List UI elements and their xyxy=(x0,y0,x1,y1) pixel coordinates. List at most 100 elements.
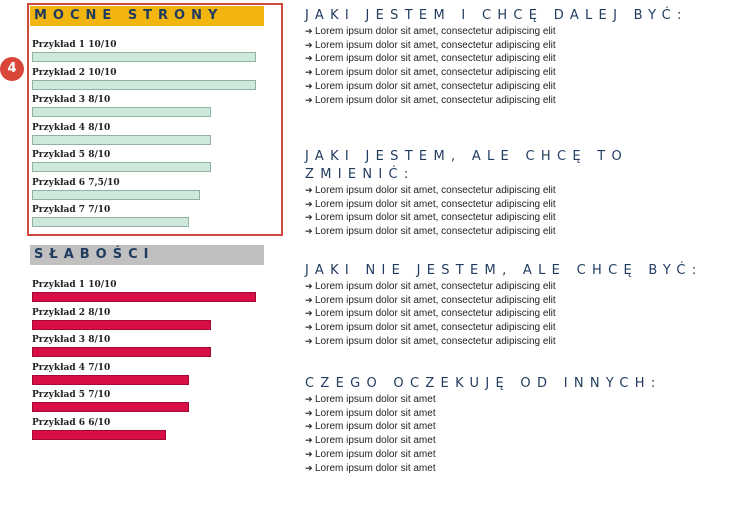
bullet-item: ➔ Lorem ipsum dolor sit amet, consectetur… xyxy=(305,294,735,308)
weaknesses-header: SŁABOŚCI xyxy=(30,245,264,265)
bullet-text: Lorem ipsum dolor sit amet, consectetur … xyxy=(315,39,556,51)
skill-label: Przykład 6 7,5/10 xyxy=(32,177,120,188)
skill-label: Przykład 4 7/10 xyxy=(32,362,111,373)
circled-arrow-right-icon: ➔ xyxy=(305,281,313,291)
skill-label: Przykład 5 8/10 xyxy=(32,150,111,160)
block-become: JAKI NIE JESTEM, ALE CHCĘ BYĆ: ➔ Lorem ip… xyxy=(305,262,735,349)
bullet-text: Lorem ipsum dolor sit amet, consectetur … xyxy=(315,308,556,320)
circled-arrow-right-icon: ➔ xyxy=(305,407,313,418)
skill-item: Przykład 3 8/10 xyxy=(32,334,211,357)
skill-item: Przykład 2 10/10 xyxy=(32,67,256,90)
bullet-text: Lorem ipsum dolor sit amet, consectetur … xyxy=(315,281,556,292)
circled-arrow-right-icon: ➔ xyxy=(305,53,313,64)
skill-item: Przykład 6 6/10 xyxy=(32,417,166,440)
circled-arrow-right-icon: ➔ xyxy=(305,322,313,333)
skill-label: Przykład 2 8/10 xyxy=(32,307,111,318)
bullet-item: ➔ Lorem ipsum dolor sit amet, consectetur… xyxy=(305,211,735,225)
block-stay: JAKI JESTEM I CHCĘ DALEJ BYĆ: ➔ Lorem ips… xyxy=(305,7,735,107)
bullet-item: ➔ Lorem ipsum dolor sit amet xyxy=(305,434,735,448)
bullet-item: ➔ Lorem ipsum dolor sit amet, consectetur… xyxy=(305,335,735,349)
bullet-text: Lorem ipsum dolor sit amet, consectetur … xyxy=(315,198,556,210)
skill-bar xyxy=(32,402,189,412)
circled-arrow-right-icon: ➔ xyxy=(305,394,313,404)
block-title: JAKI NIE JESTEM, ALE CHCĘ BYĆ: xyxy=(305,263,703,278)
skill-item: Przykład 4 8/10 xyxy=(32,122,211,145)
skill-bar xyxy=(32,107,211,117)
skill-label: Przykład 1 10/10 xyxy=(32,40,117,50)
circled-arrow-right-icon: ➔ xyxy=(305,335,313,346)
circled-arrow-right-icon: ➔ xyxy=(305,39,313,50)
bullet-item: ➔ Lorem ipsum dolor sit amet xyxy=(305,393,735,407)
skill-label: Przykład 3 8/10 xyxy=(32,335,111,345)
circled-arrow-right-icon: ➔ xyxy=(305,308,313,319)
block-change: JAKI JESTEM, ALE CHCĘ TO ZMIENIĆ: ➔ Lorem… xyxy=(305,148,735,239)
bullet-text: Lorem ipsum dolor sit amet xyxy=(315,421,436,433)
skill-item: Przykład 5 8/10 xyxy=(32,149,211,172)
bullet-text: Lorem ipsum dolor sit amet xyxy=(315,394,436,405)
block-title: JAKI JESTEM, ALE CHCĘ TO ZMIENIĆ: xyxy=(305,149,639,182)
bullet-item: ➔ Lorem ipsum dolor sit amet xyxy=(305,448,735,462)
bullet-list: ➔ Lorem ipsum dolor sit amet ➔ Lorem ipsum … xyxy=(305,393,735,475)
circled-arrow-right-icon: ➔ xyxy=(305,185,313,195)
skill-label: Przykład 2 10/10 xyxy=(32,67,117,78)
selection-highlight xyxy=(27,3,283,236)
bullet-list: ➔ Lorem ipsum dolor sit amet, consectetur… xyxy=(305,184,735,239)
bullet-text: Lorem ipsum dolor sit amet, consectetur … xyxy=(315,335,556,347)
skill-item: Przykład 1 10/10 xyxy=(32,39,256,62)
bullet-item: ➔ Lorem ipsum dolor sit amet xyxy=(305,462,735,476)
skill-bar xyxy=(32,189,200,200)
bullet-item: ➔ Lorem ipsum dolor sit amet, consectetur… xyxy=(305,80,735,94)
skill-bar xyxy=(32,429,166,440)
skill-bar xyxy=(32,319,211,330)
skill-bar xyxy=(32,292,256,302)
bullet-item: ➔ Lorem ipsum dolor sit amet, consectetur… xyxy=(305,25,735,39)
block-title: CZEGO OCZEKUJĘ OD INNYCH: xyxy=(305,376,662,391)
bullet-text: Lorem ipsum dolor sit amet, consectetur … xyxy=(315,53,556,65)
bullet-text: Lorem ipsum dolor sit amet xyxy=(315,435,436,447)
skill-bar xyxy=(32,374,189,385)
bullet-item: ➔ Lorem ipsum dolor sit amet, consectetur… xyxy=(305,307,735,321)
bullet-text: Lorem ipsum dolor sit amet, consectetur … xyxy=(315,94,556,106)
skill-bar xyxy=(32,79,256,90)
bullet-item: ➔ Lorem ipsum dolor sit amet, consectetur… xyxy=(305,280,735,294)
bullet-item: ➔ Lorem ipsum dolor sit amet, consectetur… xyxy=(305,52,735,66)
bullet-item: ➔ Lorem ipsum dolor sit amet, consectetur… xyxy=(305,184,735,198)
circled-arrow-right-icon: ➔ xyxy=(305,448,313,459)
bullet-list: ➔ Lorem ipsum dolor sit amet, consectetur… xyxy=(305,280,735,349)
skill-label: Przykład 4 8/10 xyxy=(32,122,111,133)
skill-item: Przykład 7 7/10 xyxy=(32,204,189,227)
skill-bar xyxy=(32,217,189,227)
block-expect: CZEGO OCZEKUJĘ OD INNYCH: ➔ Lorem ipsum d… xyxy=(305,375,735,475)
circled-arrow-right-icon: ➔ xyxy=(305,198,313,209)
circled-arrow-right-icon: ➔ xyxy=(305,67,313,78)
bullet-item: ➔ Lorem ipsum dolor sit amet, consectetur… xyxy=(305,225,735,239)
block-title: JAKI JESTEM I CHCĘ DALEJ BYĆ: xyxy=(305,8,688,23)
skill-item: Przykład 2 8/10 xyxy=(32,307,211,330)
bullet-text: Lorem ipsum dolor sit amet xyxy=(315,407,436,419)
circled-arrow-right-icon: ➔ xyxy=(305,80,313,91)
strengths-header: MOCNE STRONY xyxy=(30,6,264,26)
bullet-text: Lorem ipsum dolor sit amet, consectetur … xyxy=(315,226,556,238)
bullet-item: ➔ Lorem ipsum dolor sit amet, consectetur… xyxy=(305,66,735,80)
skill-item: Przykład 1 10/10 xyxy=(32,279,256,302)
bullet-item: ➔ Lorem ipsum dolor sit amet, consectetur… xyxy=(305,39,735,53)
bullet-item: ➔ Lorem ipsum dolor sit amet, consectetur… xyxy=(305,94,735,108)
bullet-list: ➔ Lorem ipsum dolor sit amet, consectetur… xyxy=(305,25,735,107)
circled-arrow-right-icon: ➔ xyxy=(305,294,313,305)
bullet-text: Lorem ipsum dolor sit amet, consectetur … xyxy=(315,185,556,196)
step-badge: 4 xyxy=(0,57,24,81)
circled-arrow-right-icon: ➔ xyxy=(305,226,313,237)
bullet-text: Lorem ipsum dolor sit amet, consectetur … xyxy=(315,294,556,306)
skill-item: Przykład 3 8/10 xyxy=(32,94,211,117)
skill-item: Przykład 5 7/10 xyxy=(32,389,189,412)
bullet-text: Lorem ipsum dolor sit amet, consectetur … xyxy=(315,67,556,79)
skill-label: Przykład 6 6/10 xyxy=(32,417,111,428)
skill-label: Przykład 1 10/10 xyxy=(32,280,117,290)
circled-arrow-right-icon: ➔ xyxy=(305,421,313,432)
circled-arrow-right-icon: ➔ xyxy=(305,212,313,223)
skill-bar xyxy=(32,52,256,62)
skill-bar xyxy=(32,134,211,145)
skill-label: Przykład 5 7/10 xyxy=(32,390,111,400)
skill-item: Przykład 4 7/10 xyxy=(32,362,189,385)
circled-arrow-right-icon: ➔ xyxy=(305,435,313,446)
